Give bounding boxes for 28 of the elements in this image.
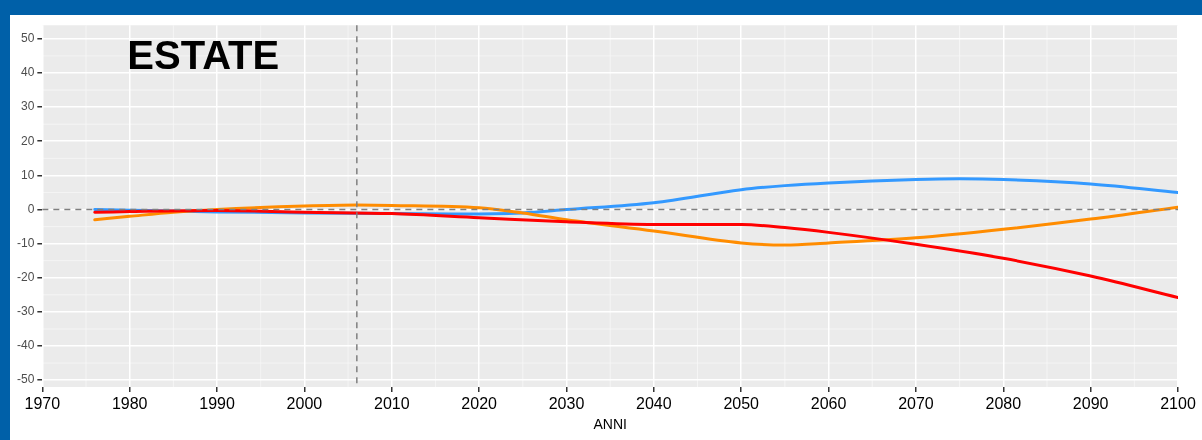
x-tick-label: 2070: [898, 395, 934, 413]
x-axis-title: ANNI: [593, 416, 627, 433]
x-tick-label: 2010: [373, 395, 410, 413]
y-tick-label: 50: [20, 31, 35, 46]
x-tick-label: 2050: [723, 395, 760, 413]
y-tick-label: 30: [20, 99, 35, 114]
chart-title: ESTATE: [127, 33, 280, 78]
x-tick-label: 2100: [1160, 395, 1196, 413]
line-series: [93, 209, 1178, 300]
x-tick-label: 2080: [985, 395, 1022, 413]
x-tick-label: 2060: [810, 395, 847, 413]
x-tick-label: 2040: [636, 395, 672, 413]
x-tick-label: 1980: [111, 395, 148, 413]
y-tick-label: 10: [20, 167, 35, 182]
y-tick-label: 40: [20, 65, 35, 80]
y-tick-label: -50: [17, 372, 35, 387]
x-tick-label: 1970: [24, 395, 61, 413]
y-tick-label: 20: [20, 133, 35, 148]
x-tick-label: 2000: [286, 395, 323, 413]
y-tick-label: -10: [17, 235, 35, 250]
x-tick-label: 2030: [548, 395, 585, 413]
x-tick-label: 2090: [1072, 395, 1109, 413]
y-tick-label: -20: [17, 270, 35, 285]
y-tick-label: -40: [17, 338, 35, 353]
x-tick-label: 2020: [461, 395, 498, 413]
y-tick-label: -30: [17, 304, 35, 319]
y-tick-label: 0: [27, 201, 35, 216]
x-tick-label: 1990: [199, 395, 235, 413]
